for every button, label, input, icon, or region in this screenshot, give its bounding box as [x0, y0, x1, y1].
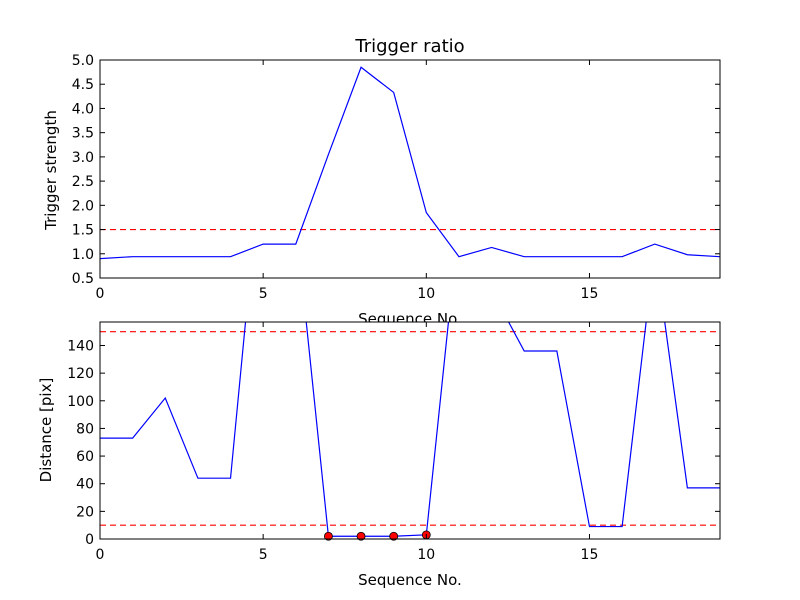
y-tick-label: 1.0	[72, 247, 94, 263]
x-axis-label: Sequence No.	[358, 571, 462, 589]
plot-area	[100, 60, 720, 278]
axes-frame	[99, 59, 721, 279]
y-tick-label: 4.5	[72, 77, 94, 93]
data-point-marker	[324, 531, 333, 541]
y-tick-label: 2.0	[72, 198, 94, 214]
y-tick-label: 40	[76, 477, 94, 493]
y-tick-label: 1.5	[72, 223, 94, 239]
y-axis-label: Distance [pix]	[37, 378, 55, 483]
plot-content	[100, 66, 720, 260]
data-point-marker	[356, 531, 366, 541]
y-tick-label: 100	[67, 394, 94, 410]
y-tick-label: 4.0	[72, 101, 94, 117]
x-tick-label: 10	[417, 286, 435, 302]
series-line	[100, 66, 720, 260]
y-tick-label: 3.0	[72, 150, 94, 166]
y-tick-label: 3.5	[72, 126, 94, 142]
x-tick-label: 15	[581, 547, 599, 563]
x-tick-label: 10	[417, 547, 435, 563]
y-tick-label: 20	[76, 504, 94, 520]
data-point-marker	[389, 531, 399, 541]
y-tick-label: 140	[67, 338, 94, 354]
x-tick-label: 0	[96, 286, 105, 302]
plot-content	[100, 322, 720, 537]
y-tick-label: 120	[67, 366, 94, 382]
y-axis-label: Trigger strength	[42, 110, 60, 231]
y-tick-label: 0	[85, 532, 94, 548]
plot-area	[100, 322, 720, 539]
y-tick-label: 5.0	[72, 53, 94, 69]
chart-title: Trigger ratio	[354, 36, 464, 57]
y-tick-label: 2.5	[72, 174, 94, 190]
trigger-ratio-panel: Trigger ratio Sequence No. Trigger stren…	[42, 36, 721, 328]
y-tick-label: 60	[76, 449, 94, 465]
y-tick-label: 0.5	[72, 271, 94, 287]
axes-frame	[99, 321, 721, 540]
distance-panel: Sequence No. Distance [pix] 0 5 10 15 0 20 40 6…	[37, 321, 721, 589]
series-line	[100, 322, 720, 537]
x-tick-label: 5	[259, 286, 268, 302]
y-tick-label: 80	[76, 421, 94, 437]
x-tick-label: 15	[581, 286, 599, 302]
x-tick-label: 5	[259, 547, 268, 563]
x-tick-label: 0	[96, 547, 105, 563]
